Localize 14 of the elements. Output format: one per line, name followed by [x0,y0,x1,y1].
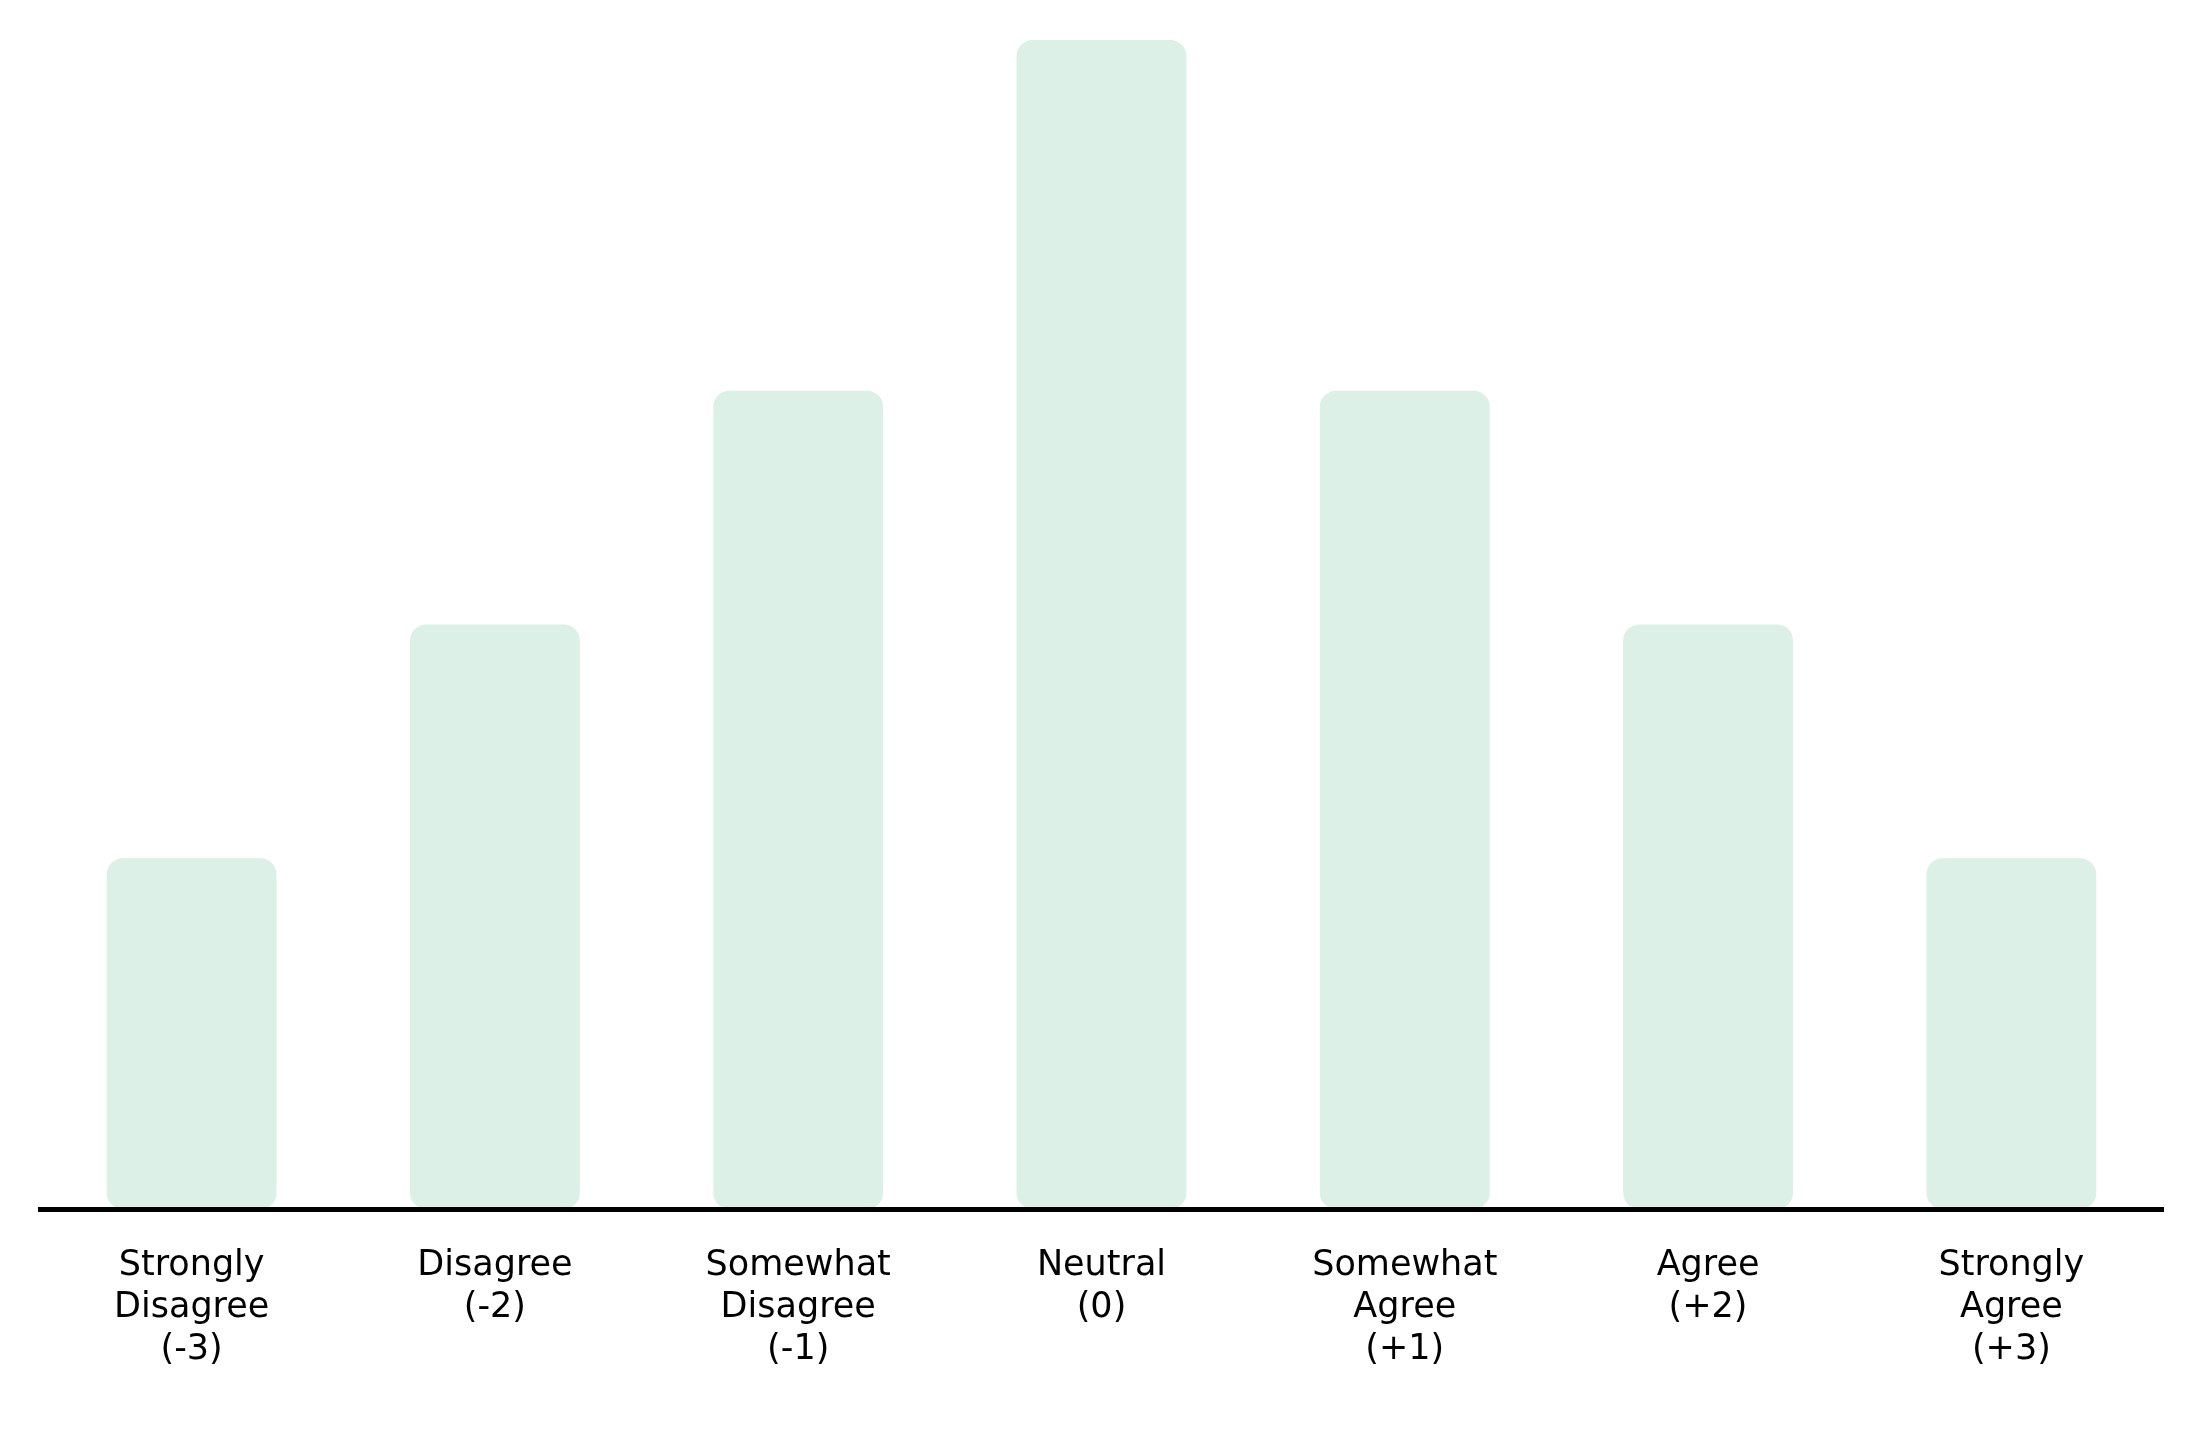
bar [713,390,884,1209]
bar [1319,390,1490,1209]
bar [1926,858,2097,1209]
x-tick-label: Agree (+2) [1656,1243,1760,1326]
bar [410,624,580,1209]
x-tick-label: Somewhat Disagree (-1) [705,1243,891,1368]
x-tick-label: Strongly Disagree (-3) [114,1243,270,1368]
x-tick-label: Neutral (0) [1036,1243,1167,1326]
x-tick-label: Disagree (-2) [417,1243,573,1326]
bar [106,858,277,1209]
bar [1623,624,1793,1209]
x-tick-label: Somewhat Agree (+1) [1312,1243,1498,1368]
x-tick-label: Strongly Agree (+3) [1938,1243,2085,1368]
bar [1016,40,1187,1209]
